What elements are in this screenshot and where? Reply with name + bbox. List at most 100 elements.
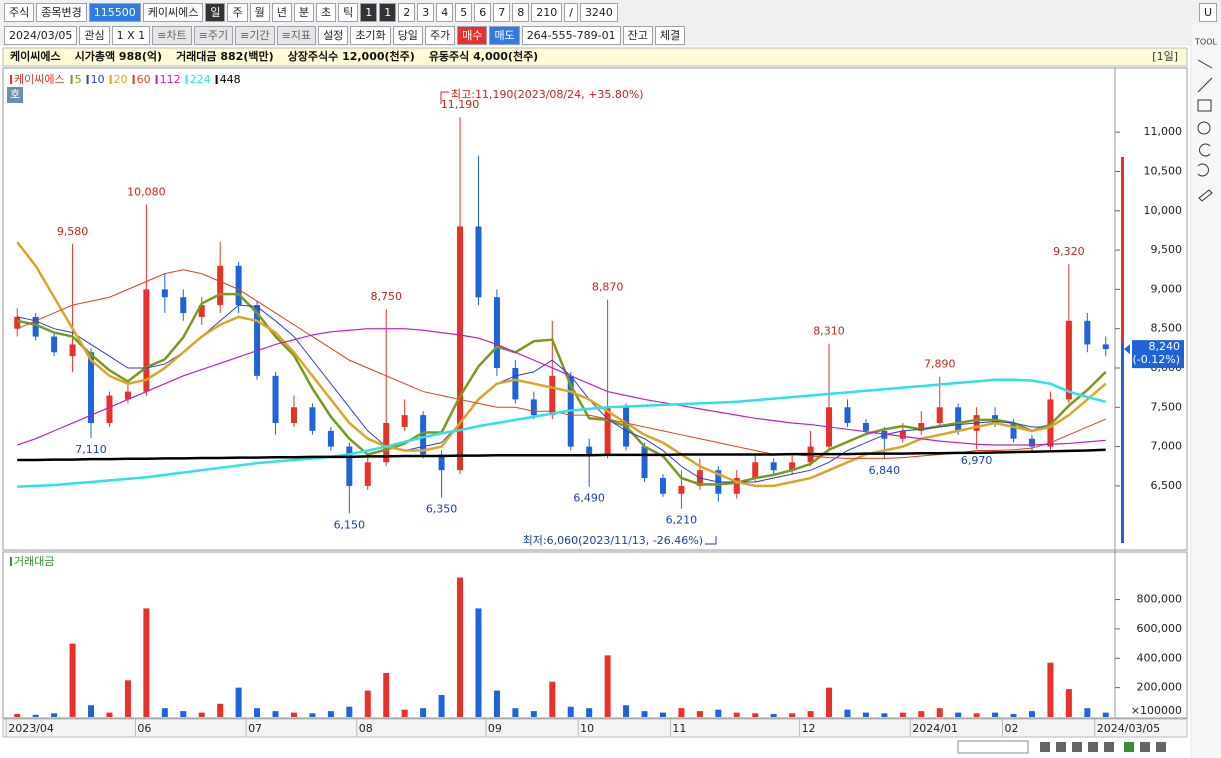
toolbar-button[interactable]: 체결 — [654, 25, 686, 45]
info-field: 시가총액 988(억) — [75, 49, 162, 63]
toolbar-button[interactable]: ≡기간 — [235, 25, 275, 45]
toolbar-button[interactable]: 3240 — [579, 2, 618, 22]
toolbar-button[interactable]: 분 — [293, 2, 314, 22]
toolbar-button[interactable]: 틱 — [338, 2, 359, 22]
tool-undo[interactable] — [1199, 143, 1211, 157]
info-bar — [2, 47, 1188, 67]
volume-bar — [844, 709, 851, 717]
toolbar-button[interactable]: 1 — [379, 2, 397, 22]
high-label: 11,190 — [441, 98, 480, 111]
toolbar-button[interactable]: 6 — [474, 2, 492, 22]
tool-pen[interactable] — [1197, 59, 1213, 69]
candle-body — [290, 407, 297, 424]
candle-body — [955, 407, 962, 431]
scrollbar[interactable] — [957, 740, 1029, 754]
moving-average — [17, 378, 1107, 488]
toolbar-button[interactable]: 초 — [315, 2, 337, 22]
toolbar-button[interactable]: 년 — [271, 2, 292, 22]
toolbar-button[interactable]: 1 — [360, 2, 378, 22]
range-bar-up — [1121, 157, 1124, 343]
candle-body — [124, 391, 131, 400]
toolbar-button[interactable]: 월 — [249, 2, 270, 22]
scroll-left[interactable] — [1072, 742, 1082, 752]
settings[interactable] — [1156, 742, 1166, 752]
toolbar-button[interactable]: ≡주기 — [193, 25, 234, 45]
toolbar-button[interactable]: 주가 — [424, 25, 456, 45]
candle-body — [51, 336, 58, 353]
legend-name: 케이씨에스 — [14, 73, 65, 86]
volume-bar — [180, 711, 187, 717]
tool-erase[interactable] — [1198, 189, 1213, 202]
candle-body — [457, 226, 464, 471]
volume-bar — [623, 705, 630, 717]
volume-bar — [106, 712, 113, 717]
toolbar-button[interactable]: 관심 — [79, 25, 110, 45]
toolbar-button[interactable]: 2024/03/05 — [4, 25, 78, 45]
toolbar-button[interactable]: 주식 — [4, 2, 35, 22]
toolbar-button[interactable]: 당일 — [392, 25, 423, 45]
toolbar-button[interactable]: 일 — [205, 2, 226, 22]
zoom-out[interactable] — [1040, 742, 1050, 752]
y-tick-label: 7,000 — [1151, 440, 1183, 453]
tool-redo[interactable] — [1197, 163, 1209, 177]
candle-body — [309, 407, 316, 431]
candle-body — [143, 289, 150, 392]
volume-bar — [899, 712, 906, 717]
high-label: 8,870 — [592, 281, 624, 294]
toolbar-button[interactable]: U — [1198, 2, 1217, 22]
toolbar-button[interactable]: 설정 — [318, 25, 349, 45]
tool-circle[interactable] — [1197, 121, 1211, 135]
low-label: 6,150 — [334, 518, 366, 531]
high-label: 9,580 — [57, 225, 89, 238]
print[interactable] — [1140, 742, 1150, 752]
volume-bar — [807, 711, 814, 717]
tool-rect[interactable] — [1197, 99, 1212, 112]
y-tick-label: 10,500 — [1144, 164, 1183, 177]
toolbar-button[interactable]: ≡지표 — [276, 25, 317, 45]
volume-bar — [512, 708, 519, 717]
toolbar-button[interactable]: 4 — [436, 2, 454, 22]
x-tick-label: 07 — [248, 722, 262, 735]
info-field: 상장주식수 12,000(천주) — [288, 49, 415, 63]
volume-bar — [346, 706, 353, 717]
legend-swatch — [86, 75, 89, 84]
volume-bar — [992, 712, 999, 717]
mode-button[interactable] — [7, 87, 23, 103]
candle-body — [1065, 320, 1072, 400]
legend-swatch — [215, 75, 218, 84]
scroll-end[interactable] — [1104, 742, 1114, 752]
toolbar-button[interactable]: 8 — [512, 2, 530, 22]
toolbar-button[interactable]: 7 — [493, 2, 511, 22]
toolbar-button[interactable]: 264-555-789-01 — [521, 25, 621, 45]
toolbar-button[interactable]: 초기화 — [350, 25, 391, 45]
toolbar-button[interactable]: 주 — [227, 2, 248, 22]
export[interactable] — [1124, 742, 1134, 752]
mode-button-label: 호 — [10, 88, 20, 101]
zoom-in[interactable] — [1056, 742, 1066, 752]
toolbar-button[interactable]: 종목변경 — [36, 2, 87, 22]
tool-line[interactable] — [1197, 77, 1213, 93]
toolbar-button[interactable]: 115500 — [88, 2, 141, 22]
volume-bar — [641, 711, 648, 717]
toolbar-button[interactable]: / — [564, 2, 578, 22]
scroll-right[interactable] — [1088, 742, 1098, 752]
toolbar-button[interactable]: 매수 — [457, 25, 488, 45]
volume-bar — [420, 708, 427, 717]
volume-bar — [254, 708, 261, 717]
toolbar-button[interactable]: 잔고 — [622, 25, 653, 45]
toolbar-button[interactable]: 1 X 1 — [111, 25, 151, 45]
toolbar-button[interactable]: 210 — [531, 2, 563, 22]
toolbar-button[interactable]: 3 — [417, 2, 435, 22]
toolbar-button[interactable]: 매도 — [489, 25, 520, 45]
toolbar-button[interactable]: 2 — [398, 2, 416, 22]
volume-bar — [493, 690, 500, 717]
y-tick-label: 6,500 — [1151, 479, 1183, 492]
candle-body — [899, 430, 906, 439]
toolbar-button[interactable]: ≡차트 — [152, 25, 192, 45]
toolbar-button[interactable]: 5 — [455, 2, 473, 22]
legend-swatch — [132, 75, 135, 84]
volume-bar — [143, 608, 150, 717]
toolbar-button[interactable]: 케이씨에스 — [142, 2, 204, 22]
y-tick-label: 600,000 — [1137, 622, 1183, 635]
candle-body — [789, 462, 796, 471]
